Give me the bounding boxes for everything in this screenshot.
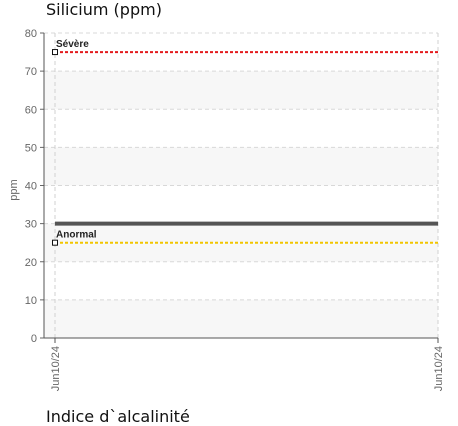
next-chart-title: Indice d`alcalinité xyxy=(46,407,190,426)
y-tick-label: 30 xyxy=(25,219,37,231)
y-tick-label: 60 xyxy=(25,104,37,116)
grid-band xyxy=(44,71,438,109)
threshold-marker xyxy=(53,240,58,245)
threshold-marker xyxy=(53,50,58,55)
y-tick-label: 50 xyxy=(25,142,37,154)
y-tick-label: 70 xyxy=(25,66,37,78)
threshold-label: Anormal xyxy=(56,230,97,241)
y-tick-label: 0 xyxy=(31,333,37,345)
y-tick-label: 10 xyxy=(25,295,37,307)
y-tick-label: 80 xyxy=(25,28,37,40)
y-tick-label: 20 xyxy=(25,257,37,269)
x-tick-label: Jun10/24 xyxy=(50,346,62,391)
y-tick-label: 40 xyxy=(25,181,37,193)
grid-band xyxy=(44,300,438,338)
grid-band xyxy=(44,147,438,185)
x-tick-label: Jun10/24 xyxy=(433,346,445,391)
threshold-label: Sévère xyxy=(56,39,89,50)
y-axis-label: ppm xyxy=(8,179,20,200)
